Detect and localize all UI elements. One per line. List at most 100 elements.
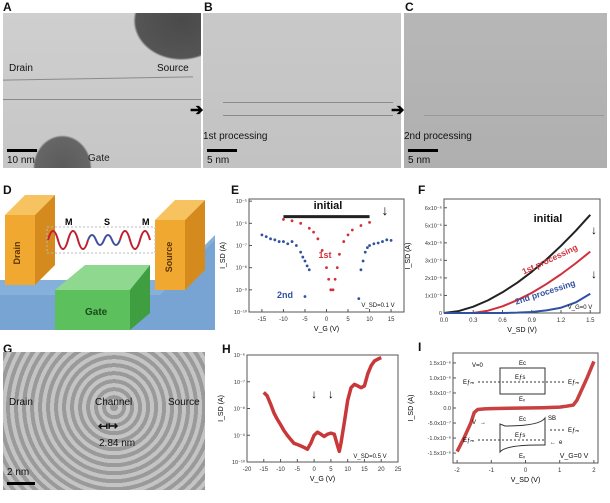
scale-bar — [408, 149, 438, 152]
scale-bar-label: 2 nm — [7, 467, 30, 478]
inset-ec-label: Eᴄ — [519, 361, 526, 367]
panel-label-f: F — [418, 183, 426, 197]
y-tick-label: 1.0x10⁻⁶ — [429, 375, 451, 382]
series-i-sd-line — [262, 356, 382, 454]
gate-label: Gate — [85, 307, 108, 318]
series-1st-point — [325, 266, 328, 270]
drain-side — [35, 195, 55, 285]
y-tick-label: 10⁻⁸ — [236, 265, 247, 272]
series-2nd-point — [361, 259, 365, 263]
arrow-right-icon: ➔ — [190, 102, 204, 119]
annotation: initial — [534, 213, 563, 225]
y-tick-label: 4x10⁻⁶ — [425, 240, 442, 247]
y-tick-label: 5.0x10⁻⁷ — [430, 390, 451, 397]
x-tick-label: -5 — [302, 317, 308, 323]
inset-ev-label-biased: Eᵥ — [519, 454, 525, 460]
series-1st-point — [346, 233, 350, 237]
series-2nd-point — [376, 241, 380, 245]
band-box-biased — [499, 416, 546, 454]
y-axis-label: I_SD (A) — [218, 395, 225, 422]
series-2nd-point — [389, 238, 393, 242]
y-tick-label: -1.5x10⁻⁶ — [427, 450, 451, 457]
x-tick-label: 1 — [558, 468, 562, 474]
y-tick-label: 10⁻¹⁰ — [234, 309, 248, 316]
x-tick-label: 2 — [592, 468, 596, 474]
band-diagram-inset: V=0 Eᴄ Eƒs Eƒₘ Eƒₘ Eᵥ V → Eᴄ Eƒs Eƒₘ Eƒₘ… — [463, 361, 579, 460]
x-tick-label: 5 — [329, 467, 333, 473]
x-tick-label: 15 — [388, 317, 395, 323]
arrow-down-icon: ↓ — [591, 267, 597, 281]
gate-top — [55, 265, 150, 290]
y-tick-label: 10⁻⁹ — [236, 287, 247, 294]
series-2nd-point — [305, 264, 309, 268]
x-tick-label: -1 — [489, 468, 495, 474]
panel-label-b: B — [204, 0, 213, 14]
source-label: Source — [168, 397, 200, 408]
series-2nd-processing-line — [444, 292, 591, 314]
arrow-right-icon: ➔ — [391, 102, 405, 119]
y-tick-label: 0.0 — [443, 406, 451, 412]
inset-ec-label-biased: Eᴄ — [519, 417, 526, 423]
scale-bar-label: 5 nm — [408, 155, 431, 166]
series-2nd-point — [385, 238, 389, 242]
series-1st-point — [312, 230, 315, 234]
processing-label: 1st processing — [203, 131, 268, 142]
panel-label-h: H — [222, 342, 231, 356]
x-tick-label: 0.0 — [440, 318, 449, 324]
series-2nd-point — [277, 240, 281, 243]
annotation: 1st — [318, 250, 331, 260]
series-2nd-point — [372, 242, 376, 246]
width-arrow-icon: ↤↦ — [98, 419, 119, 433]
inset-ev-label: Eᵥ — [519, 397, 525, 403]
source-label: Source — [164, 242, 174, 273]
scale-bar — [7, 149, 37, 152]
tem-image-2nd-processing: 2nd processing 5 nm — [404, 13, 607, 168]
nanotube-edge — [223, 115, 393, 116]
nanotube-edge — [3, 99, 201, 100]
series-1st-point — [331, 288, 335, 292]
gate-front — [55, 290, 130, 330]
x-tick-label: 25 — [395, 467, 402, 473]
chart-i: -2 -1 0 1 2 1.5x10⁻⁶ 1.0x10⁻⁶ 5.0x10⁻⁷ 0.0 -5.0x1… — [408, 352, 599, 484]
metal-label-left: M — [65, 217, 73, 227]
series-2nd-point — [299, 250, 303, 254]
x-tick-label: -10 — [279, 317, 288, 323]
nanotube — [46, 226, 156, 254]
x-axis-label: V_G (V) — [314, 326, 339, 333]
band-box-equilibrium — [499, 367, 546, 395]
y-tick-label: 1.5x10⁻⁶ — [429, 360, 451, 367]
series-2nd-point — [381, 240, 384, 243]
panel-label-i: I — [418, 340, 422, 354]
series-2nd-point — [357, 297, 361, 301]
x-tick-label: -5 — [295, 467, 301, 473]
series-2nd-point — [260, 233, 264, 237]
chart-h: -20 -15 -10 -5 0 5 10 15 20 25 10⁻⁶ 10⁻⁷ 10⁻⁸ 10⁻⁹ 10⁻… — [218, 352, 402, 483]
y-tick-label: 10⁻⁹ — [234, 432, 245, 439]
gate-label: Gate — [88, 153, 110, 164]
y-tick-label: 5x10⁻⁶ — [425, 222, 442, 229]
x-tick-label: 0 — [325, 317, 329, 323]
semiconductor-label: S — [104, 217, 110, 227]
source-front — [155, 220, 185, 290]
x-tick-label: 0.3 — [469, 318, 478, 324]
device-schematic: Drain Source Gate M S M — [0, 195, 215, 330]
series-2nd-point — [269, 237, 272, 241]
y-tick-label: 10⁻⁶ — [236, 220, 247, 227]
y-axis-label: I_SD (A) — [220, 242, 227, 269]
drain-label: Drain — [12, 241, 22, 264]
x-tick-label: -10 — [276, 467, 285, 473]
x-tick-label: -15 — [258, 317, 267, 323]
series-1st-point — [290, 219, 294, 223]
drain-front — [5, 215, 35, 285]
series-2nd-point — [282, 240, 285, 243]
series-2nd-point — [307, 268, 311, 272]
nanotube-edge — [424, 115, 604, 116]
inset-efm-label: Eƒₘ — [463, 380, 474, 386]
series-2nd-point — [301, 255, 305, 259]
inset-efm-label-biased: Eƒₘ — [463, 438, 474, 444]
annotation: initial — [314, 200, 343, 212]
y-tick-label: 0 — [439, 311, 442, 317]
panel-label-a: A — [3, 0, 12, 14]
x-tick-label: 1.5 — [586, 318, 595, 324]
